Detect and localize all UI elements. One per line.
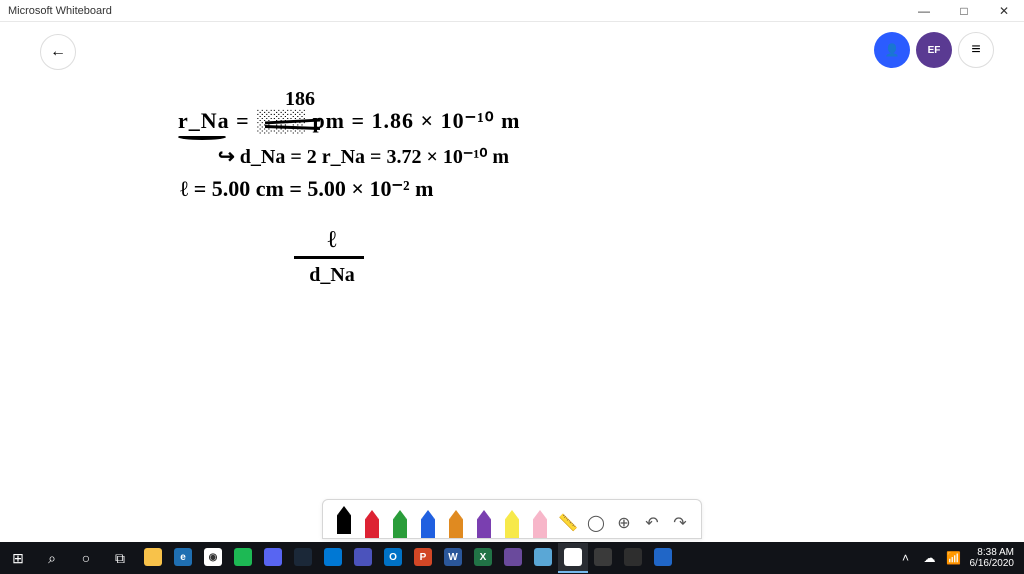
back-button[interactable]: ←	[40, 34, 76, 70]
taskbar-app-word[interactable]: W	[438, 543, 468, 573]
steam-icon	[294, 548, 312, 566]
taskbar-date: 6/16/2020	[970, 558, 1015, 569]
tray-network-icon[interactable]: 📶	[946, 550, 962, 566]
obs-icon	[624, 548, 642, 566]
ink-line-3: ℓ = 5.00 cm = 5.00 × 10⁻² m	[180, 176, 433, 202]
pen-highlighter[interactable]	[501, 504, 523, 538]
teams-icon	[354, 548, 372, 566]
pen-green[interactable]	[389, 504, 411, 538]
ink-fraction-numerator: ℓ	[328, 227, 337, 253]
taskbar-app-edge[interactable]: e	[168, 543, 198, 573]
lasso-tool[interactable]: ◯	[585, 508, 607, 538]
taskbar-app-file-explorer[interactable]	[138, 543, 168, 573]
taskbar-app-snip[interactable]	[498, 543, 528, 573]
pen-black[interactable]	[333, 500, 355, 534]
edge-icon: e	[174, 548, 192, 566]
taskbar-app-excel[interactable]: X	[468, 543, 498, 573]
redo-button[interactable]: ↷	[669, 508, 691, 538]
app-toolbar: ← 👤 EF ≡	[0, 22, 1024, 82]
mail-icon	[534, 548, 552, 566]
window-controls: — □ ✕	[904, 0, 1024, 22]
ink-line-1: r_Na = ░░░ pm = 1.86 × 10⁻¹⁰ m	[178, 108, 520, 134]
titlebar: Microsoft Whiteboard — □ ✕	[0, 0, 1024, 22]
taskbar-app-steam[interactable]	[288, 543, 318, 573]
taskbar-clock[interactable]: 8:38 AM 6/16/2020	[970, 547, 1021, 569]
ink-fraction: ℓ d_Na	[300, 227, 364, 288]
person-icon: 👤	[885, 43, 900, 57]
start-button[interactable]: ⊞	[2, 542, 34, 574]
maximize-button[interactable]: □	[944, 0, 984, 22]
taskbar-apps: e ◉ OPWX	[138, 543, 678, 573]
account-cluster: 👤 EF ≡	[874, 32, 994, 68]
chrome-icon: ◉	[204, 548, 222, 566]
paint-icon	[654, 548, 672, 566]
snip-icon	[504, 548, 522, 566]
spotify-icon	[234, 548, 252, 566]
search-button[interactable]: ⌕	[36, 542, 68, 574]
vscode-icon	[324, 548, 342, 566]
whiteboard-canvas[interactable]: 186 r_Na = ░░░ pm = 1.86 × 10⁻¹⁰ m ↪ d_N…	[0, 82, 1024, 542]
window-title: Microsoft Whiteboard	[0, 5, 112, 17]
account-initials: EF	[928, 45, 941, 56]
cortana-button[interactable]: ○	[70, 542, 102, 574]
add-tool[interactable]: ⊕	[613, 508, 635, 538]
taskbar-tray: ˄ ☁ 📶 8:38 AM 6/16/2020	[898, 542, 1021, 574]
pen-blue[interactable]	[417, 504, 439, 538]
taskbar-app-teams[interactable]	[348, 543, 378, 573]
taskbar-app-chrome[interactable]: ◉	[198, 543, 228, 573]
ink-line-2: ↪ d_Na = 2 r_Na = 3.72 × 10⁻¹⁰ m	[218, 144, 509, 169]
taskbar-app-vscode[interactable]	[318, 543, 348, 573]
pen-eraser[interactable]	[529, 504, 551, 538]
task-manager-icon	[594, 548, 612, 566]
ink-underline	[178, 134, 226, 140]
taskbar-app-obs[interactable]	[618, 543, 648, 573]
file-explorer-icon	[144, 548, 162, 566]
undo-button[interactable]: ↶	[641, 508, 663, 538]
hamburger-icon: ≡	[971, 41, 980, 59]
word-icon: W	[444, 548, 462, 566]
pen-red[interactable]	[361, 504, 383, 538]
taskbar-app-task-manager[interactable]	[588, 543, 618, 573]
taskview-button[interactable]: ⧉	[104, 542, 136, 574]
close-button[interactable]: ✕	[984, 0, 1024, 22]
app-window: { "titlebar": { "title": "Microsoft Whit…	[0, 0, 1024, 574]
outlook-icon: O	[384, 548, 402, 566]
tray-onedrive-icon[interactable]: ☁	[922, 550, 938, 566]
ink-scratchout	[265, 114, 320, 134]
tray-chevron-icon[interactable]: ˄	[898, 550, 914, 566]
discord-icon	[264, 548, 282, 566]
taskbar-app-paint[interactable]	[648, 543, 678, 573]
minimize-button[interactable]: —	[904, 0, 944, 22]
windows-taskbar: ⊞ ⌕ ○ ⧉ e ◉ OPWX ˄ ☁ 📶 8:38 AM 6/16/2020	[0, 542, 1024, 574]
pen-orange[interactable]	[445, 504, 467, 538]
taskbar-app-discord[interactable]	[258, 543, 288, 573]
account-avatar-1[interactable]: 👤	[874, 32, 910, 68]
pen-purple[interactable]	[473, 504, 495, 538]
ruler-tool[interactable]: 📏	[557, 508, 579, 538]
whiteboard-icon	[564, 548, 582, 566]
taskbar-time: 8:38 AM	[970, 547, 1015, 558]
taskbar-app-whiteboard[interactable]	[558, 543, 588, 573]
taskbar-left: ⊞ ⌕ ○ ⧉ e ◉ OPWX	[0, 542, 678, 574]
ink-fraction-bar	[294, 256, 364, 259]
account-avatar-2[interactable]: EF	[916, 32, 952, 68]
back-icon: ←	[50, 43, 66, 61]
ink-fraction-denominator: d_Na	[309, 264, 355, 286]
excel-icon: X	[474, 548, 492, 566]
powerpoint-icon: P	[414, 548, 432, 566]
taskbar-app-powerpoint[interactable]: P	[408, 543, 438, 573]
settings-menu-button[interactable]: ≡	[958, 32, 994, 68]
taskbar-app-outlook[interactable]: O	[378, 543, 408, 573]
pen-toolbar: 📏 ◯ ⊕ ↶ ↷	[322, 499, 702, 539]
taskbar-app-mail[interactable]	[528, 543, 558, 573]
taskbar-app-spotify[interactable]	[228, 543, 258, 573]
